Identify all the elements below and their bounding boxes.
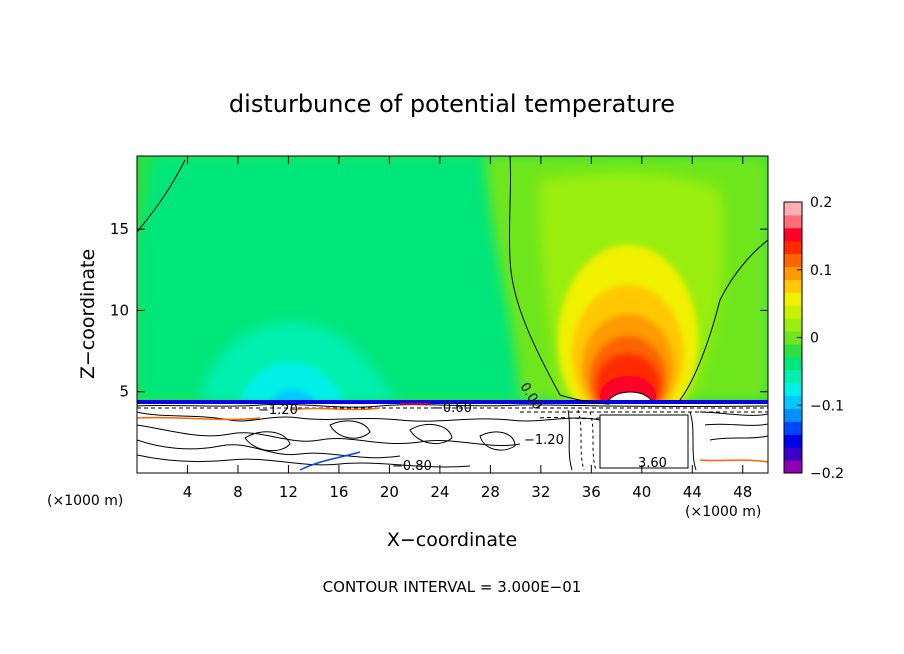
- colorbar-tick-label: 0: [810, 331, 819, 347]
- colorbar-segment: [784, 408, 802, 422]
- colorbar-tick-label: 0.1: [810, 263, 832, 279]
- field-plot: 0.00 −1.20 −0.60 −1.20 −0.80 3.60: [137, 156, 768, 474]
- y-axis: 5 10 15: [110, 220, 768, 401]
- colorbar-segment: [784, 240, 802, 255]
- y-tick-label: 5: [119, 383, 129, 401]
- contour-label: −0.80: [392, 459, 432, 474]
- colorbar-ticks: 0.2 0.1 0 −0.1 −0.2: [797, 195, 844, 482]
- colorbar-segment: [784, 292, 802, 306]
- contour-colored: [137, 403, 768, 471]
- x-unit-left: (×1000 m): [47, 493, 123, 509]
- x-tick-label: 28: [481, 483, 500, 501]
- x-tick-label: 20: [380, 483, 399, 501]
- colorbar-segment: [784, 331, 802, 345]
- y-tick-label: 15: [110, 220, 129, 238]
- x-tick-label: 12: [279, 483, 298, 501]
- colorbar-tick-label: −0.2: [810, 466, 844, 482]
- colorbar-segment: [784, 395, 802, 409]
- field-boundary-stripe: [137, 400, 768, 404]
- contour-label: −1.20: [524, 433, 564, 448]
- x-tick-label: 44: [683, 483, 702, 501]
- y-axis-title: Z−coordinate: [77, 249, 99, 379]
- colorbar-segment: [784, 369, 802, 384]
- field-cool-region-3: [270, 389, 318, 403]
- colorbar-segment: [784, 279, 802, 293]
- colorbar-segment: [784, 421, 802, 435]
- field-cool-region-2: [240, 362, 345, 400]
- colorbar-tick-label: 0.2: [810, 195, 832, 211]
- x-tick-label: 16: [329, 483, 348, 501]
- colorbar-segment: [784, 356, 802, 371]
- x-tick-label: 8: [233, 483, 243, 501]
- chart-title: disturbunce of potential temperature: [229, 90, 675, 118]
- x-tick-label: 48: [733, 483, 752, 501]
- colorbar-segment: [784, 318, 802, 332]
- colorbar-segment: [784, 460, 802, 474]
- y-tick-label: 10: [110, 301, 129, 319]
- colorbar-segment: [784, 266, 802, 280]
- contour-dashed: [137, 407, 768, 420]
- x-tick-label: 36: [582, 483, 601, 501]
- contour-label-group: 0.00 −1.20 −0.60 −1.20 −0.80 3.60: [258, 380, 667, 474]
- colorbar-segment: [784, 382, 802, 397]
- colorbar-segment: [784, 202, 802, 216]
- colorbar-segment: [784, 214, 802, 229]
- contour-label: −0.60: [432, 401, 472, 416]
- contour-label: 3.60: [638, 456, 667, 471]
- colorbar: [783, 201, 803, 474]
- colorbar-segment: [784, 447, 802, 461]
- x-unit-right: (×1000 m): [685, 504, 761, 520]
- contour-interval-note: CONTOUR INTERVAL = 3.000E−01: [323, 578, 582, 596]
- x-axis: 4 8 12 16 20 24 28 32 36 40 44 48: [183, 156, 752, 501]
- x-tick-label: 32: [531, 483, 550, 501]
- x-tick-label: 4: [183, 483, 193, 501]
- x-tick-label: 40: [632, 483, 651, 501]
- plot-frame: [136, 155, 769, 474]
- colorbar-tick-label: −0.1: [810, 398, 844, 414]
- colorbar-segment: [784, 434, 802, 448]
- colorbar-segment: [784, 305, 802, 319]
- colorbar-segment: [784, 343, 802, 358]
- x-axis-title: X−coordinate: [387, 529, 517, 551]
- contour-label: −1.20: [258, 403, 298, 418]
- field-cool-region: [200, 322, 400, 400]
- colorbar-segment: [784, 227, 802, 242]
- colorbar-segment: [784, 253, 802, 268]
- x-tick-label: 24: [430, 483, 449, 501]
